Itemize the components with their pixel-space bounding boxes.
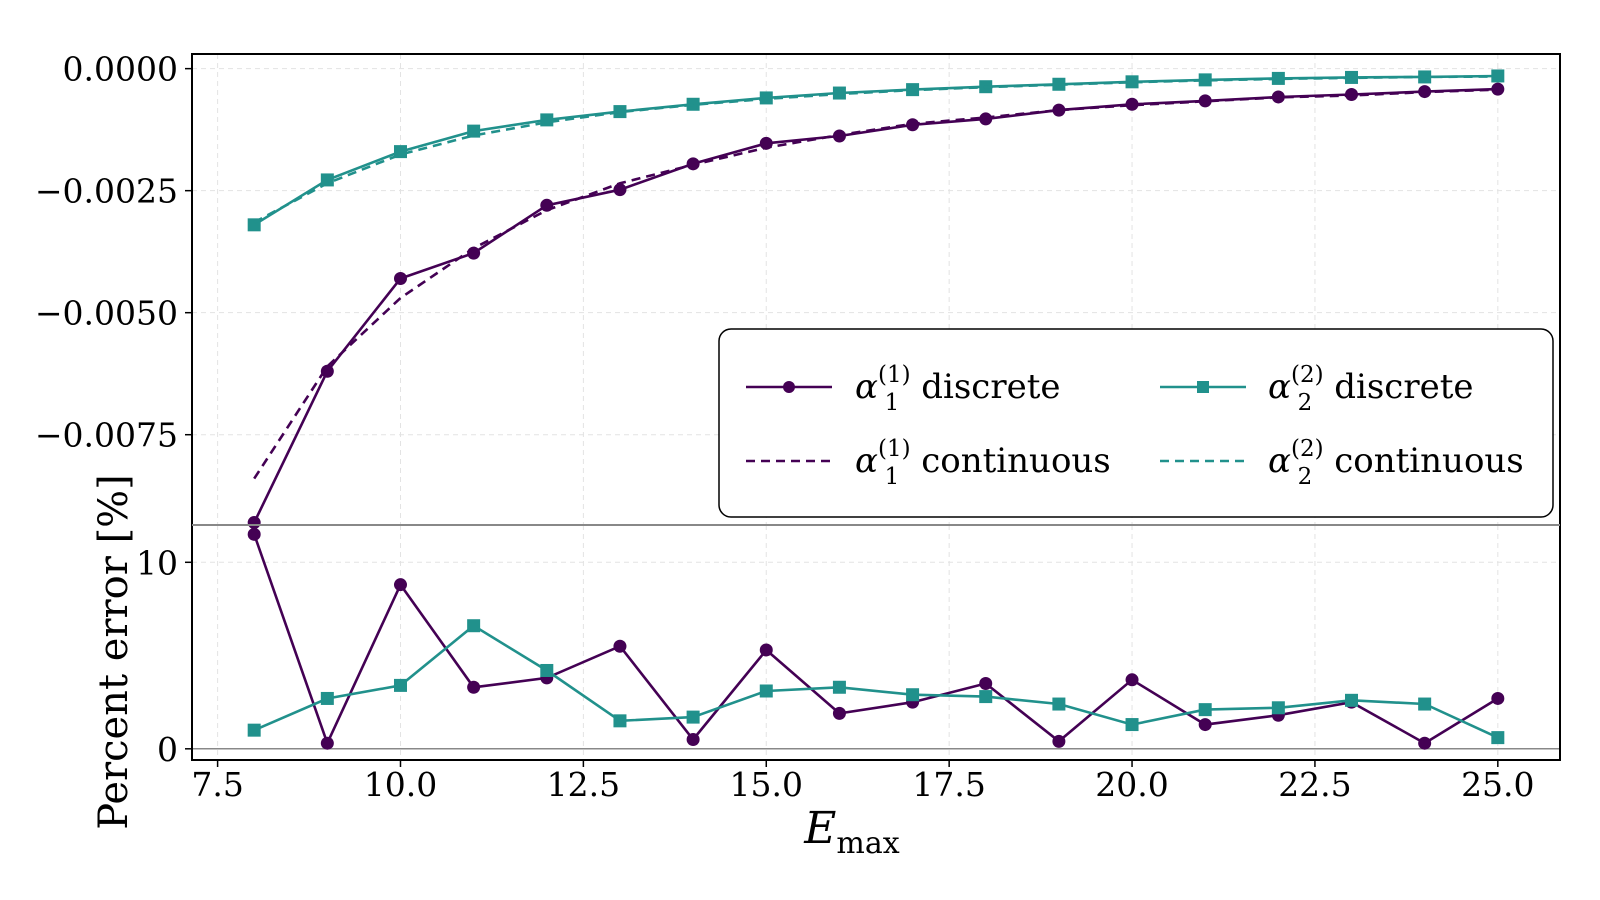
top-series-2-point [1198,73,1212,87]
top-series-0-point [1052,103,1066,117]
top-series-3-line [253,75,1498,224]
x-tick-label-10-0: 10.0 [364,765,437,804]
bottom-series-0-point [832,706,846,720]
top-y-tick-label-0-0000: 0.0000 [63,50,178,89]
x-axis-ticks: 7.5 10.0 12.5 15.0 17.5 20.0 22.5 25.0 [191,760,1535,804]
legend-label-alpha2-discrete: α(2) 2 discrete [1268,362,1474,416]
bottom-series-1-point [979,690,993,704]
bottom-series-1-point [906,688,920,702]
top-series-2-point [540,113,554,127]
top-series-2-point [1125,75,1139,89]
x-axis-label: Emax [803,803,899,861]
top-series-0-point [1198,94,1212,108]
top-series-0-point [247,516,261,530]
bottom-series-1-point [613,714,627,728]
y-axis-label-bottom: Percent error [%] [91,474,137,830]
legend: α(1) 1 discrete α(1) 1 continuous α(2) 2 discr… [718,328,1554,518]
bottom-series-0-point [686,732,700,746]
top-panel-series [247,69,1505,530]
bottom-series-1-point [1271,701,1285,715]
top-series-2-point [1271,71,1285,85]
bottom-series-1-point [320,691,334,705]
top-series-2-point [613,105,627,119]
bottom-series-0-point [247,527,261,541]
bottom-y-tick-label-10: 10 [136,543,178,582]
bottom-series-0-point [1125,673,1139,687]
top-panel-grid [192,54,1560,525]
top-panel-y-ticks: 0.0000 −0.0025 −0.0050 −0.0075 [35,50,192,455]
top-y-tick-label-0-0050: −0.0050 [35,294,178,333]
x-tick-label-15-0: 15.0 [730,765,803,804]
legend-label-alpha1-continuous: α(1) 1 continuous [855,436,1111,490]
bottom-y-tick-label-0: 0 [157,730,178,769]
top-y-tick-label-0-0025: −0.0025 [35,172,178,211]
top-series-2-point [320,173,334,187]
legend-label-alpha1-discrete: α(1) 1 discrete [855,362,1061,416]
legend-entry-alpha1-discrete: α(1) 1 discrete [746,362,1061,416]
bottom-series-1-point [467,619,481,633]
x-tick-label-17-5: 17.5 [912,765,985,804]
bottom-series-1-point [1052,697,1066,711]
bottom-series-0-point [467,680,481,694]
top-y-tick-label-0-0075: −0.0075 [35,416,178,455]
bottom-panel-series [247,527,1505,750]
top-series-0-point [1125,97,1139,111]
bottom-series-1-point [1125,718,1139,732]
legend-box [718,328,1554,518]
legend-entry-alpha2-continuous: α(2) 2 continuous [1160,436,1524,490]
top-series-0-point [393,272,407,286]
bottom-series-1-point [393,678,407,692]
bottom-series-0-point [1052,734,1066,748]
bottom-series-0-point [1491,691,1505,705]
bottom-series-1-point [759,684,773,698]
top-series-1-line [253,88,1498,480]
bottom-series-1-point [686,710,700,724]
legend-label-alpha2-continuous: α(2) 2 continuous [1268,436,1524,490]
bottom-series-0-point [320,736,334,750]
bottom-series-1-point [247,723,261,737]
bottom-series-1-line [253,624,1499,739]
x-tick-label-25-0: 25.0 [1461,765,1534,804]
top-series-0-point [1491,82,1505,96]
top-series-2-point [1491,69,1505,83]
x-tick-label-7-5: 7.5 [191,765,243,804]
axes-frame [191,53,1561,761]
bottom-series-1-point [1418,697,1432,711]
bottom-series-1-point [1198,703,1212,717]
bottom-series-0-point [613,639,627,653]
bottom-series-0-point [979,677,993,691]
legend-marker-alpha1-discrete [783,381,795,393]
legend-entry-alpha2-discrete: α(2) 2 discrete [1160,362,1474,416]
top-series-0-point [613,183,627,197]
legend-entry-alpha1-continuous: α(1) 1 continuous [746,436,1111,490]
legend-marker-alpha2-discrete [1197,381,1209,393]
bottom-panel-y-ticks: 0 10 [136,543,192,769]
bottom-series-0-point [1418,736,1432,750]
bottom-series-0-point [759,643,773,657]
bottom-series-1-point [540,663,554,677]
bottom-series-1-point [832,680,846,694]
top-series-0-point [320,364,334,378]
bottom-series-0-point [393,578,407,592]
x-tick-label-22-5: 22.5 [1278,765,1351,804]
bottom-series-0-line [252,533,1499,747]
bottom-series-1-point [1491,731,1505,745]
top-series-0-point [979,112,993,126]
bottom-series-1-point [1345,693,1359,707]
bottom-series-0-point [1198,718,1212,732]
x-tick-label-20-0: 20.0 [1095,765,1168,804]
x-tick-label-12-5: 12.5 [547,765,620,804]
